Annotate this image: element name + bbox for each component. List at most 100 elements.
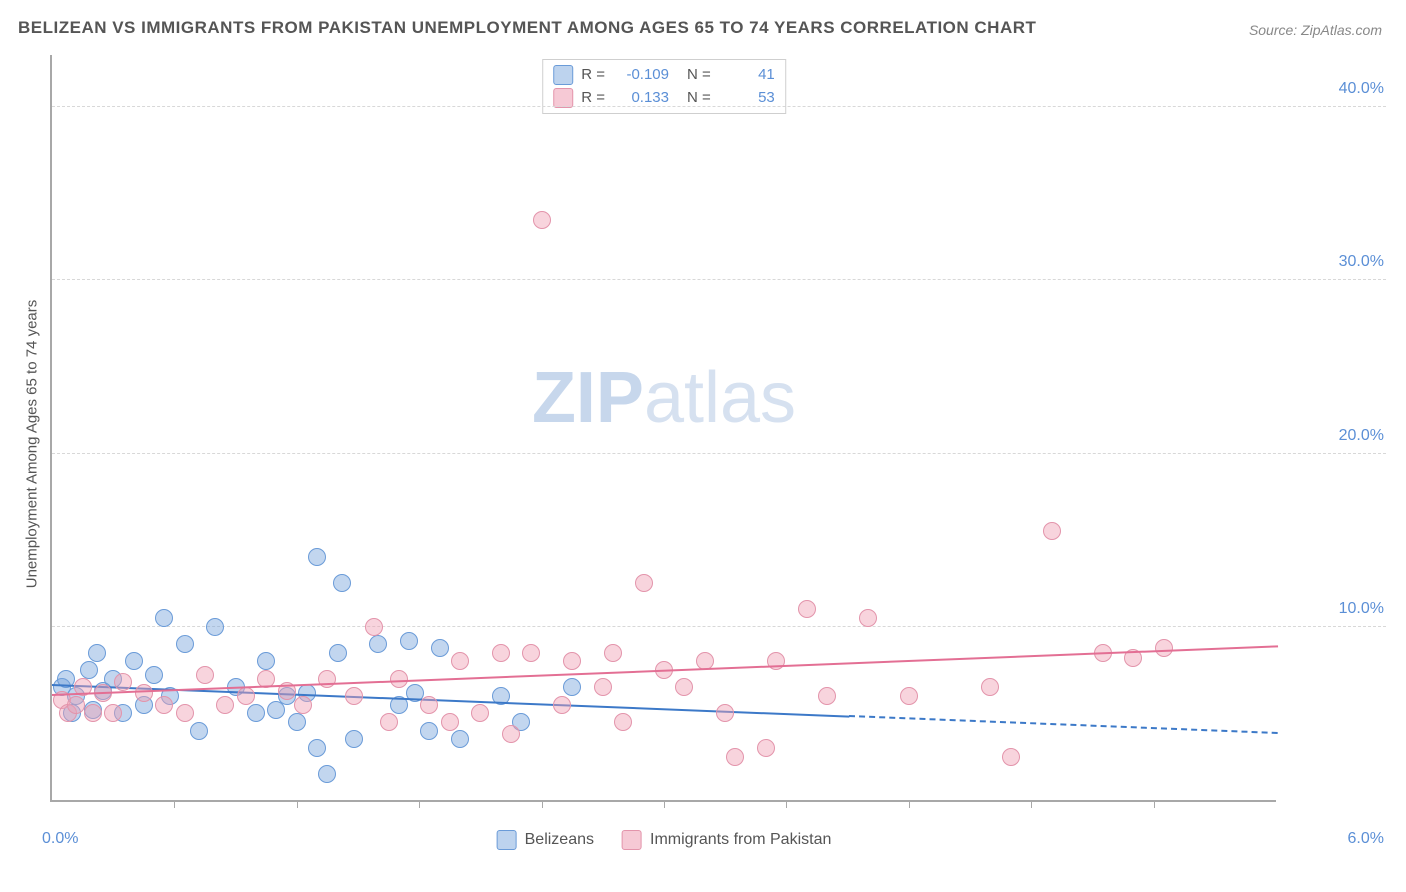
data-point bbox=[365, 618, 383, 636]
x-tick bbox=[174, 800, 175, 808]
data-point bbox=[333, 574, 351, 592]
plot-region: ZIPatlas R =-0.109N =41R =0.133N =53 0.0… bbox=[50, 55, 1276, 802]
data-point bbox=[329, 644, 347, 662]
data-point bbox=[1043, 522, 1061, 540]
x-axis-min-label: 0.0% bbox=[42, 830, 78, 848]
series-legend-item: Belizeans bbox=[497, 830, 594, 850]
data-point bbox=[502, 725, 520, 743]
data-point bbox=[451, 652, 469, 670]
trend-line bbox=[52, 646, 1278, 697]
legend-r-value: -0.109 bbox=[613, 64, 669, 87]
y-tick-label: 30.0% bbox=[1284, 253, 1384, 271]
legend-swatch bbox=[622, 830, 642, 850]
gridline bbox=[52, 279, 1386, 280]
chart-title: BELIZEAN VS IMMIGRANTS FROM PAKISTAN UNE… bbox=[18, 18, 1036, 38]
data-point bbox=[420, 722, 438, 740]
data-point bbox=[716, 704, 734, 722]
chart-area: Unemployment Among Ages 65 to 74 years Z… bbox=[50, 55, 1386, 832]
legend-n-label: N = bbox=[687, 64, 711, 87]
series-legend-label: Belizeans bbox=[525, 831, 594, 849]
data-point bbox=[294, 696, 312, 714]
data-point bbox=[981, 678, 999, 696]
data-point bbox=[563, 678, 581, 696]
data-point bbox=[176, 635, 194, 653]
data-point bbox=[155, 609, 173, 627]
data-point bbox=[492, 644, 510, 662]
legend-swatch bbox=[553, 88, 573, 108]
data-point bbox=[1002, 748, 1020, 766]
data-point bbox=[196, 666, 214, 684]
gridline bbox=[52, 106, 1386, 107]
data-point bbox=[451, 730, 469, 748]
legend-swatch bbox=[497, 830, 517, 850]
source-credit: Source: ZipAtlas.com bbox=[1249, 22, 1382, 38]
data-point bbox=[420, 696, 438, 714]
data-point bbox=[114, 673, 132, 691]
data-point bbox=[369, 635, 387, 653]
x-axis-max-label: 6.0% bbox=[1348, 830, 1384, 848]
gridline bbox=[52, 626, 1386, 627]
data-point bbox=[594, 678, 612, 696]
data-point bbox=[757, 739, 775, 757]
correlation-legend-row: R = -0.109 N = 41 bbox=[553, 64, 775, 87]
data-point bbox=[635, 574, 653, 592]
x-tick bbox=[909, 800, 910, 808]
x-tick bbox=[1154, 800, 1155, 808]
data-point bbox=[553, 696, 571, 714]
data-point bbox=[288, 713, 306, 731]
data-point bbox=[345, 687, 363, 705]
data-point bbox=[380, 713, 398, 731]
x-tick bbox=[664, 800, 665, 808]
data-point bbox=[237, 687, 255, 705]
data-point bbox=[859, 609, 877, 627]
data-point bbox=[155, 696, 173, 714]
watermark-bold: ZIP bbox=[532, 358, 644, 438]
x-tick bbox=[297, 800, 298, 808]
data-point bbox=[533, 211, 551, 229]
x-tick bbox=[786, 800, 787, 808]
data-point bbox=[308, 739, 326, 757]
gridline bbox=[52, 453, 1386, 454]
data-point bbox=[247, 704, 265, 722]
data-point bbox=[216, 696, 234, 714]
legend-n-value: 41 bbox=[719, 64, 775, 87]
y-tick-label: 20.0% bbox=[1284, 427, 1384, 445]
data-point bbox=[900, 687, 918, 705]
data-point bbox=[604, 644, 622, 662]
data-point bbox=[145, 666, 163, 684]
data-point bbox=[798, 600, 816, 618]
data-point bbox=[80, 661, 98, 679]
data-point bbox=[84, 704, 102, 722]
data-point bbox=[767, 652, 785, 670]
data-point bbox=[125, 652, 143, 670]
x-tick bbox=[1031, 800, 1032, 808]
data-point bbox=[190, 722, 208, 740]
data-point bbox=[318, 765, 336, 783]
x-tick bbox=[419, 800, 420, 808]
data-point bbox=[563, 652, 581, 670]
data-point bbox=[431, 639, 449, 657]
data-point bbox=[176, 704, 194, 722]
series-legend-label: Immigrants from Pakistan bbox=[650, 831, 831, 849]
data-point bbox=[614, 713, 632, 731]
data-point bbox=[308, 548, 326, 566]
series-legend: Belizeans Immigrants from Pakistan bbox=[497, 830, 832, 850]
data-point bbox=[726, 748, 744, 766]
data-point bbox=[257, 652, 275, 670]
data-point bbox=[400, 632, 418, 650]
data-point bbox=[88, 644, 106, 662]
data-point bbox=[441, 713, 459, 731]
data-point bbox=[818, 687, 836, 705]
data-point bbox=[471, 704, 489, 722]
data-point bbox=[345, 730, 363, 748]
watermark-rest: atlas bbox=[644, 358, 796, 438]
x-tick bbox=[542, 800, 543, 808]
y-tick-label: 40.0% bbox=[1284, 80, 1384, 98]
legend-swatch bbox=[553, 65, 573, 85]
data-point bbox=[104, 704, 122, 722]
data-point bbox=[1155, 639, 1173, 657]
watermark: ZIPatlas bbox=[532, 357, 796, 439]
legend-r-label: R = bbox=[581, 64, 605, 87]
data-point bbox=[206, 618, 224, 636]
data-point bbox=[390, 670, 408, 688]
